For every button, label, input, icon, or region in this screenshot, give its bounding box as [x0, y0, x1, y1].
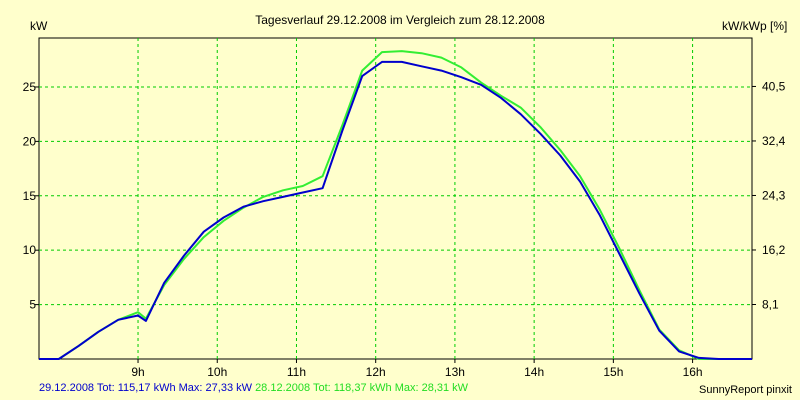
x-tick-label: 14h: [524, 365, 544, 379]
series-line-28-12-2008: [39, 50, 752, 360]
footer-legend: 29.12.2008 Tot: 115,17 kWh Max: 27,33 kW…: [39, 382, 468, 394]
y-tick-label: 10: [23, 243, 37, 257]
y2-tick-label: 24,3: [762, 188, 786, 202]
brand-label: SunnyReport pinxit: [699, 384, 792, 396]
series-line-29-12-2008: [39, 60, 752, 360]
plot-frame: [38, 37, 753, 360]
x-tick-label: 15h: [603, 365, 623, 379]
x-tick-label: 9h: [131, 365, 144, 379]
y-tick-label: 5: [29, 298, 36, 312]
x-tick-label: 13h: [445, 365, 465, 379]
y-tick-label: 20: [23, 134, 37, 148]
series-layer: [39, 50, 752, 360]
legend-series-29-12: 29.12.2008 Tot: 115,17 kWh Max: 27,33 kW: [39, 382, 252, 394]
y-tick-label: 15: [23, 189, 37, 203]
grid-layer: [39, 38, 752, 359]
y2-tick-label: 40,5: [762, 79, 786, 93]
y2-tick-label: 8,1: [762, 297, 779, 311]
y-tick-label: 25: [23, 80, 37, 94]
legend-series-28-12: 28.12.2008 Tot: 118,37 kWh Max: 28,31 kW: [255, 382, 469, 394]
x-tick-label: 10h: [207, 365, 227, 379]
y2-axis-label: kW/kWp [%]: [722, 19, 787, 33]
y2-tick-label: 16,2: [762, 243, 786, 257]
x-tick-label: 12h: [366, 365, 386, 379]
chart-title: Tagesverlauf 29.12.2008 im Vergleich zum…: [255, 13, 545, 27]
y2-tick-label: 32,4: [762, 134, 786, 148]
y-axis-label: kW: [30, 19, 48, 33]
x-tick-label: 16h: [683, 365, 703, 379]
tick-layer: 9h 10h 11h 12h 13h 14h 15h 16h 5 10 15 20 25 8,1 16,2 2…: [23, 79, 786, 379]
x-tick-label: 11h: [287, 365, 306, 379]
